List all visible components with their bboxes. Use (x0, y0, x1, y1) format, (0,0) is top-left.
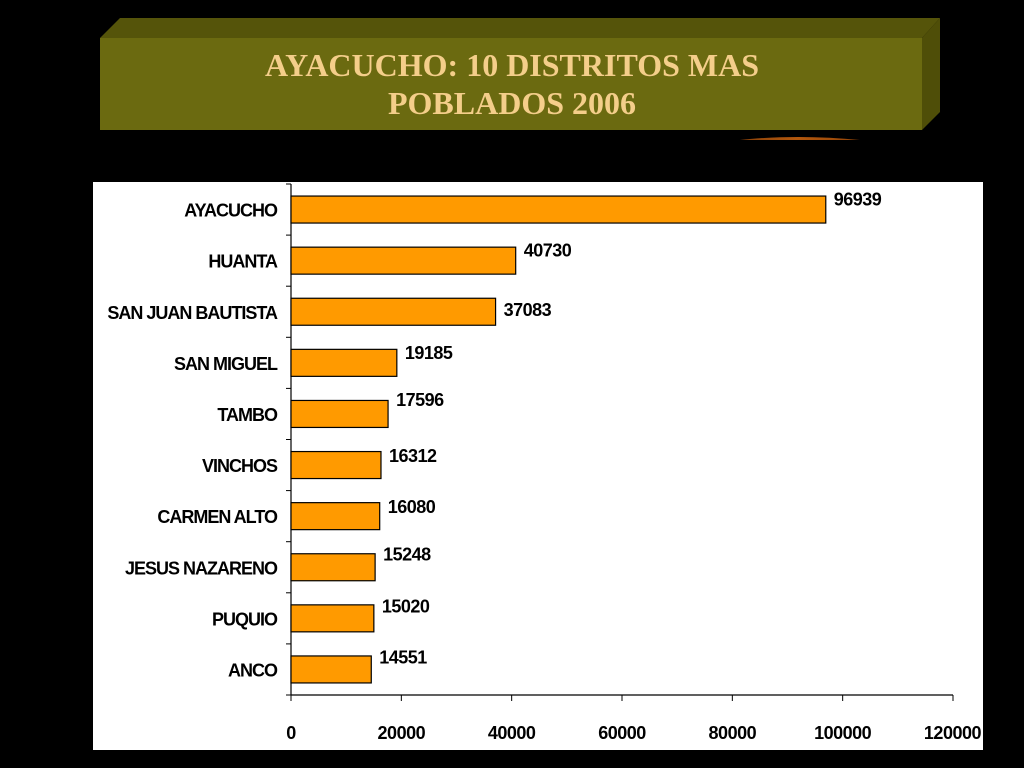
data-label: 17596 (396, 390, 444, 410)
category-label: AYACUCHO (184, 201, 278, 221)
bar (290, 195, 827, 224)
bar (290, 246, 517, 275)
category-label: SAN JUAN BAUTISTA (107, 303, 278, 323)
x-tick-label: 120000 (924, 723, 982, 743)
chart-panel: AYACUCHO HUANTA SAN JUAN BAUTISTA SAN MIGUE… (93, 182, 983, 750)
x-tick-label: 0 (286, 723, 296, 743)
x-tick-label: 60000 (598, 723, 646, 743)
bar-chart: AYACUCHO HUANTA SAN JUAN BAUTISTA SAN MIGUE… (107, 183, 982, 743)
data-label: 19185 (405, 343, 453, 363)
category-label: ANCO (228, 660, 278, 680)
data-label: 15248 (383, 544, 431, 564)
x-tick-label: 100000 (814, 723, 872, 743)
bar (290, 553, 376, 582)
category-label: CARMEN ALTO (157, 507, 278, 527)
banner-top-face (100, 18, 940, 38)
chart-title: AYACUCHO: 10 DISTRITOS MAS POBLADOS 2006 (100, 38, 924, 130)
title-line-2: POBLADOS 2006 (387, 85, 637, 121)
bar (290, 502, 381, 531)
bar (290, 450, 382, 480)
category-label: HUANTA (208, 252, 278, 272)
x-tick-label: 40000 (488, 723, 536, 743)
data-label: 16080 (388, 497, 436, 517)
category-label: TAMBO (217, 405, 278, 425)
category-label: PUQUIO (212, 609, 278, 629)
bar (290, 348, 398, 377)
decorative-swoosh (740, 136, 860, 140)
category-label: JESUS NAZARENO (125, 558, 278, 578)
category-label: SAN MIGUEL (174, 354, 278, 374)
bar (290, 297, 497, 326)
data-label: 40730 (524, 241, 572, 261)
banner-front-face (100, 38, 922, 130)
data-label: 16312 (389, 446, 437, 466)
category-label: VINCHOS (202, 456, 278, 476)
x-tick-label: 80000 (709, 723, 757, 743)
data-label: 14551 (379, 647, 427, 667)
bar (290, 655, 372, 684)
x-tick-label: 20000 (378, 723, 426, 743)
data-label: 37083 (504, 300, 552, 320)
banner-side-face (922, 18, 940, 130)
bar (290, 604, 375, 633)
data-label: 96939 (834, 190, 882, 210)
title-line-1: AYACUCHO: 10 DISTRITOS MAS (264, 47, 760, 83)
bar (290, 399, 389, 429)
data-label: 15020 (382, 596, 430, 616)
title-banner (100, 18, 940, 140)
